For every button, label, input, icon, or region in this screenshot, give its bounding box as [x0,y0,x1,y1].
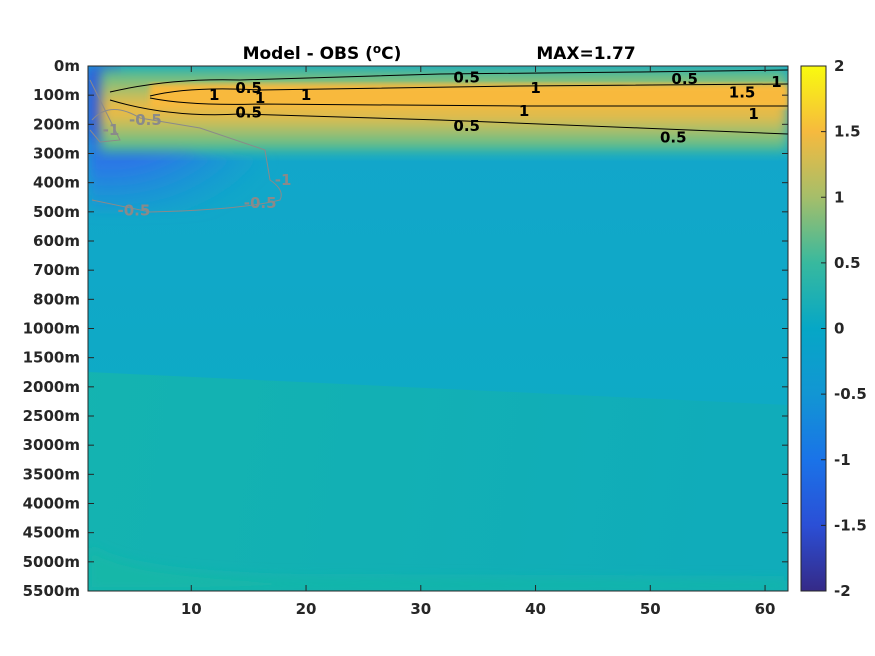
y-tick-label: 5000m [23,553,80,571]
x-tick-label: 60 [755,600,776,618]
contour-label: 1.5 [729,83,756,101]
x-tick-label: 30 [410,600,431,618]
contour-label: 0.5 [235,79,262,97]
y-tick-label: 800m [33,290,80,308]
y-tick-label: 300m [33,145,80,163]
contour-label: 1 [255,89,265,107]
colorbar-tick-label: -1.5 [834,516,867,534]
contour-label: 0.5 [453,117,480,135]
colorbar-tick-label: 2 [834,57,844,75]
y-tick-label: 5500m [23,582,80,600]
contour-label: 0.5 [453,69,480,87]
plot-area [88,66,788,591]
contour-line-neg-0.5 [91,109,282,213]
contour-label: 1 [530,79,540,97]
x-axis: 10 20 30 40 50 60 [181,66,776,618]
contour-label: -0.5 [244,194,277,212]
contour-label: -0.5 [129,111,162,129]
colorbar-tick-label: -2 [834,582,851,600]
contour-line-1 [149,97,788,107]
colorbar-tick-label: 1.5 [834,123,861,141]
y-tick-label: 700m [33,261,80,279]
contour-label: -0.5 [117,201,150,219]
contour-line-0.5 [109,99,788,135]
contour-label: 1 [301,86,311,104]
bottom-left-field [88,545,788,591]
y-tick-label: 3500m [23,465,80,483]
colorbar-tick-label: 0.5 [834,254,861,272]
contour-label: -1 [275,171,292,189]
chart-title: Model - OBS (oC) [243,42,402,64]
colorbar-tick-label: -0.5 [834,385,867,403]
y-tick-label: 400m [33,174,80,192]
max-label: MAX=1.77 [536,44,635,64]
y-tick-label: 2000m [23,378,80,396]
colorbar-tick-label: -1 [834,451,851,469]
contour-line-0.5 [109,69,788,93]
x-tick-label: 10 [181,600,202,618]
contour-line-1 [149,83,788,97]
contour-line-neg-1 [89,79,121,143]
x-tick-label: 20 [296,600,317,618]
contour-label: 1 [209,86,219,104]
y-tick-label: 3000m [23,436,80,454]
x-tick-label: 50 [640,600,661,618]
y-tick-label: 0m [54,57,80,75]
y-axis: 0m 100m 200m 300m 400m 500m 600m 700m 800m 1000m 1… [23,57,788,600]
contour-label: 1 [519,102,529,120]
colorbar-tick-label: 0 [834,320,844,338]
y-tick-label: 500m [33,203,80,221]
contour-label: 0.5 [671,70,698,88]
contour-label: -1 [103,121,120,139]
contour-label: 1 [771,73,781,91]
y-tick-label: 100m [33,86,80,104]
y-tick-label: 600m [33,232,80,250]
y-tick-label: 2500m [23,407,80,425]
y-tick-label: 1000m [23,320,80,338]
y-tick-label: 1500m [23,349,80,367]
contour-label: 0.5 [660,128,687,146]
x-tick-label: 40 [525,600,546,618]
contour-label: 1 [748,105,758,123]
y-tick-label: 4500m [23,524,80,542]
y-tick-label: 4000m [23,495,80,513]
surface-warm-band [100,68,788,152]
y-tick-label: 200m [33,115,80,133]
colorbar-tick-label: 1 [834,188,844,206]
contour-label: 0.5 [235,104,262,122]
colorbar-axis: 2 1.5 1 0.5 0 -0.5 -1 -1.5 -2 [821,57,867,600]
